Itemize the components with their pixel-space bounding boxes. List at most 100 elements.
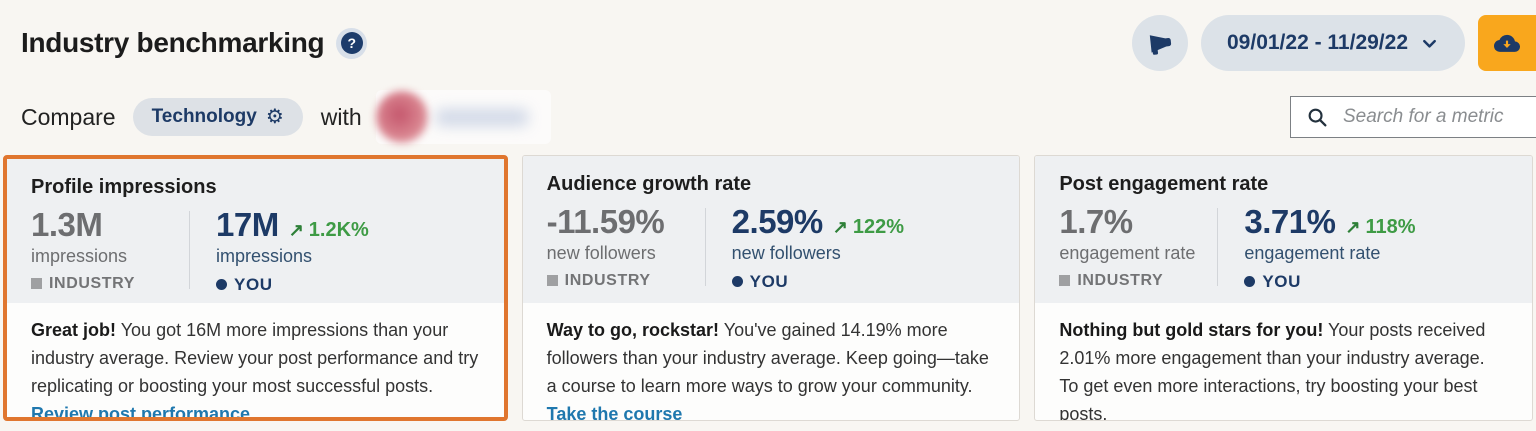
industry-stat: 1.7% engagement rate INDUSTRY [1059,203,1217,292]
industry-swatch-icon [1059,275,1071,287]
card-title: Post engagement rate [1059,173,1269,195]
industry-stat: 1.3M impressions INDUSTRY [31,206,189,295]
blurred-profile-name [435,108,528,126]
stat-divider [704,208,706,286]
stats-row: -11.59% new followers INDUSTRY 2.59% ↗ [546,203,996,292]
industry-swatch-icon [546,275,558,287]
date-range-button[interactable]: 09/01/22 - 11/29/22 [1201,15,1465,71]
trend-up-icon: ↗ [832,217,848,237]
you-dot-icon [731,276,743,288]
you-badge: YOU [1244,272,1415,292]
card-post-engagement-rate: Post engagement rate 1.7% engagement rat… [1034,155,1534,421]
you-value: 17M [216,206,279,243]
metric-search-box [1290,96,1536,138]
you-value-row: 17M ↗ 1.2K% [216,206,369,243]
industry-unit: new followers [546,242,656,263]
megaphone-icon [1145,28,1176,59]
trend-up-icon: ↗ [1345,217,1361,237]
you-value-row: 3.71% ↗ 118% [1244,203,1415,240]
message-rest: You've gained 14.19% more followers than… [546,320,989,396]
you-delta: ↗ 1.2K% [289,219,369,242]
chevron-down-icon [1420,34,1439,53]
message-text: Way to go, rockstar! You've gained 14.19… [547,317,996,401]
card-stats: Profile impressions 1.3M impressions IND… [7,159,504,303]
you-label: YOU [234,274,273,294]
message-lead: Nothing but gold stars for you! [1059,320,1324,340]
you-delta-value: 1.2K% [308,219,369,241]
stat-divider [1217,208,1219,286]
you-value: 2.59% [731,203,824,240]
you-stat: 2.59% ↗ 122% new followers YOU [731,203,904,292]
message-lead: Great job! [31,320,117,340]
message-lead: Way to go, rockstar! [546,320,720,340]
message-rest: You got 16M more impressions than your i… [31,320,479,396]
stats-row: 1.3M impressions INDUSTRY 17M ↗ [31,206,480,295]
you-dot-icon [216,279,227,291]
you-badge: YOU [731,271,904,292]
you-unit: engagement rate [1244,242,1381,263]
export-button[interactable] [1478,15,1536,71]
industry-selector-button[interactable]: Technology ⚙ [132,98,303,136]
industry-unit: impressions [31,245,128,266]
you-label: YOU [1262,271,1301,291]
cloud-download-icon [1494,30,1520,56]
message-text: Nothing but gold stars for you! Your pos… [1059,317,1508,421]
search-input[interactable] [1341,105,1536,129]
industry-value: 1.3M [31,206,103,243]
message-rest: Your posts received 2.01% more engagemen… [1059,320,1486,421]
compared-profile[interactable] [375,90,551,144]
card-message: Great job! You got 16M more impressions … [7,303,504,421]
gear-icon: ⚙ [265,106,284,128]
help-button[interactable]: ? [336,27,368,59]
you-stat: 3.71% ↗ 118% engagement rate YOU [1244,203,1416,292]
you-delta-value: 118% [1365,216,1416,238]
you-dot-icon [1244,276,1256,288]
card-audience-growth-rate: Audience growth rate -11.59% new followe… [521,155,1021,421]
you-value: 3.71% [1244,203,1336,240]
card-stats: Post engagement rate 1.7% engagement rat… [1035,156,1533,303]
industry-unit: engagement rate [1059,242,1196,263]
industry-stat: -11.59% new followers INDUSTRY [546,203,705,292]
you-stat: 17M ↗ 1.2K% impressions YOU [216,206,369,295]
industry-label: INDUSTRY [49,274,135,292]
industry-label: INDUSTRY [1077,271,1164,289]
you-unit: impressions [216,245,313,266]
you-badge: YOU [216,275,369,295]
page-title: Industry benchmarking [21,27,325,58]
header-actions: 09/01/22 - 11/29/22 [1132,15,1536,71]
industry-label: INDUSTRY [564,271,651,289]
industry-badge: INDUSTRY [1059,272,1217,290]
card-message: Nothing but gold stars for you! Your pos… [1035,303,1532,421]
card-action-link[interactable]: Take the course [546,403,683,421]
stat-divider [189,211,190,289]
card-stats: Audience growth rate -11.59% new followe… [522,156,1020,303]
you-value-row: 2.59% ↗ 122% [731,203,904,240]
compare-label: Compare [21,103,116,130]
card-profile-impressions: Profile impressions 1.3M impressions IND… [3,155,508,421]
with-label: with [320,103,362,130]
date-range-label: 09/01/22 - 11/29/22 [1227,31,1408,54]
you-label: YOU [749,271,789,291]
industry-value: -11.59% [546,203,665,240]
compare-bar: Compare Technology ⚙ with [0,86,1536,148]
card-message: Way to go, rockstar! You've gained 14.19… [523,303,1020,421]
industry-badge: INDUSTRY [31,275,189,293]
question-mark-icon: ? [340,32,363,54]
card-title: Profile impressions [31,176,217,198]
avatar [375,91,428,143]
benchmark-cards: Profile impressions 1.3M impressions IND… [3,155,1534,421]
industry-value: 1.7% [1059,203,1133,240]
trend-up-icon: ↗ [288,220,304,240]
you-delta: ↗ 122% [833,216,904,239]
card-title: Audience growth rate [546,173,752,195]
industry-badge: INDUSTRY [546,271,705,290]
card-action-link[interactable]: Review post performance [31,403,251,421]
page-header: Industry benchmarking ? 09/01/22 - 11/29… [0,0,1536,86]
you-delta-value: 122% [852,216,904,238]
industry-swatch-icon [31,278,42,290]
you-delta: ↗ 118% [1345,216,1415,239]
message-text: Great job! You got 16M more impressions … [31,317,480,401]
announcements-button[interactable] [1132,15,1188,71]
industry-selector-label: Technology [151,106,257,127]
